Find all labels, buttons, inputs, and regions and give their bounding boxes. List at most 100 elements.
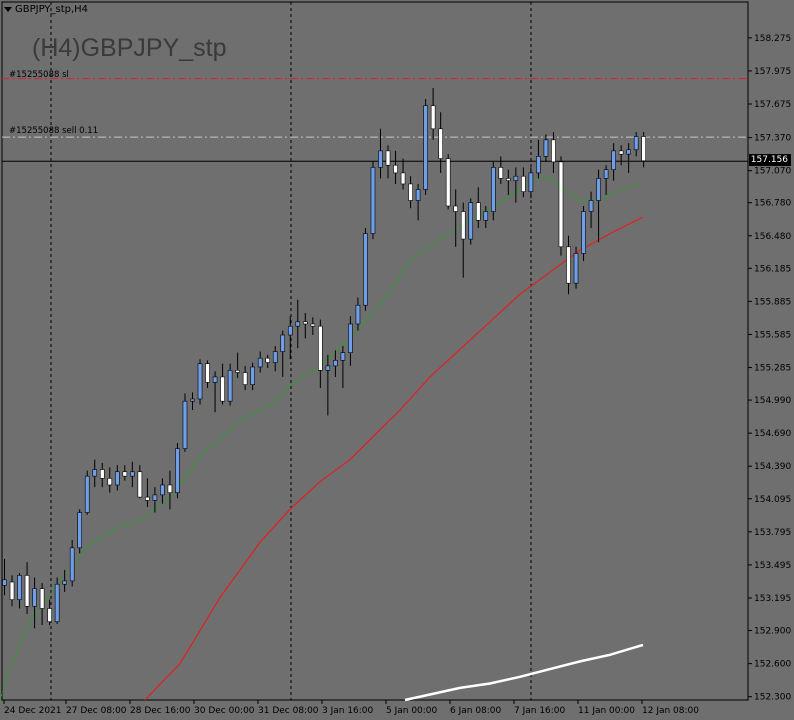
candle (220, 363, 225, 405)
candle (265, 354, 271, 369)
candle (626, 143, 631, 173)
candle-body (39, 588, 45, 609)
candle (287, 316, 293, 360)
candle (122, 465, 128, 481)
candle-body (393, 164, 398, 174)
candle-body (220, 376, 225, 402)
candle-body (423, 105, 428, 190)
candle (47, 599, 52, 626)
candle (370, 161, 376, 240)
candle-body (175, 448, 180, 493)
candle-body (287, 325, 293, 336)
candle (235, 352, 240, 379)
x-tick-label: 6 Jan 08:00 (450, 706, 502, 716)
candle-body (611, 150, 616, 170)
candle (250, 362, 255, 391)
y-tick-label: 154.990 (754, 396, 791, 406)
candle (242, 365, 248, 391)
candle (490, 161, 496, 221)
candle (513, 167, 519, 203)
candle-body (310, 323, 316, 327)
candle-body (603, 169, 609, 179)
candle-body (2, 579, 7, 586)
candle-body (363, 233, 368, 306)
candle (528, 167, 534, 199)
candle-body (17, 575, 22, 600)
candle-body (573, 253, 579, 284)
candle-body (468, 202, 474, 240)
candle-body (633, 136, 639, 151)
candle-body (318, 325, 323, 371)
candle-body (618, 150, 624, 155)
candle-body (588, 200, 594, 212)
candle (39, 583, 45, 626)
candle-body (370, 167, 376, 234)
y-tick-label: 153.495 (754, 561, 791, 571)
candle-body (536, 156, 541, 174)
y-tick-label: 154.690 (754, 429, 791, 439)
candle (77, 509, 82, 554)
candle-body (99, 469, 105, 479)
candle (152, 487, 158, 513)
candle (618, 145, 624, 166)
candle (340, 346, 346, 388)
candle-body (498, 167, 504, 179)
symbol-tab[interactable]: GBPJPY_stp,H4 (4, 4, 88, 15)
candle (2, 558, 7, 596)
x-tick-label: 5 Jan 00:00 (386, 706, 438, 716)
candle (521, 167, 526, 198)
candle-body (167, 484, 173, 493)
candle-body (333, 360, 338, 367)
candle (581, 205, 586, 262)
candle (506, 169, 511, 195)
y-tick-label: 158.275 (754, 34, 791, 44)
candle (160, 478, 165, 504)
candle (393, 150, 398, 184)
candle-body (385, 150, 391, 166)
candle-body (205, 363, 210, 383)
candle (536, 139, 541, 179)
y-tick-label: 152.300 (754, 693, 791, 703)
y-tick-label: 154.095 (754, 495, 791, 505)
candle (257, 351, 263, 373)
candle-body (257, 357, 263, 368)
candle (272, 346, 278, 372)
candle (280, 330, 286, 377)
y-tick-label: 156.780 (754, 199, 791, 209)
y-tick-label: 157.070 (754, 167, 791, 177)
candle-body (348, 323, 353, 353)
current-price-tag: 157.156 (749, 154, 791, 166)
candle (423, 99, 428, 195)
candle (24, 562, 30, 614)
symbol-tab-label: GBPJPY_stp,H4 (15, 4, 89, 15)
candle (130, 461, 135, 488)
x-tick-label: 28 Dec 16:00 (130, 706, 191, 716)
candle (167, 470, 173, 510)
candle-body (453, 205, 459, 212)
ma-fast-line (0, 175, 641, 701)
entry-order-label: #15255088 sell 0.11 (9, 126, 99, 136)
candle-body (400, 172, 406, 185)
candle-body (280, 334, 286, 352)
candle (498, 156, 504, 184)
candle (69, 540, 75, 587)
candle (641, 132, 647, 168)
candle (588, 191, 594, 229)
candle (190, 392, 195, 410)
candle-body (145, 496, 150, 501)
dropdown-arrow-icon[interactable] (4, 7, 12, 12)
candle (137, 465, 143, 499)
candle-body (302, 321, 308, 325)
candle (551, 132, 556, 173)
candle-body (521, 175, 526, 192)
y-tick-label: 152.600 (754, 660, 791, 670)
candle-body (77, 512, 82, 549)
candle-body (558, 161, 564, 248)
candle-body (130, 471, 135, 477)
candle (182, 393, 188, 452)
candle (445, 154, 451, 210)
x-tick-label: 27 Dec 08:00 (66, 706, 127, 716)
candle (558, 156, 564, 256)
